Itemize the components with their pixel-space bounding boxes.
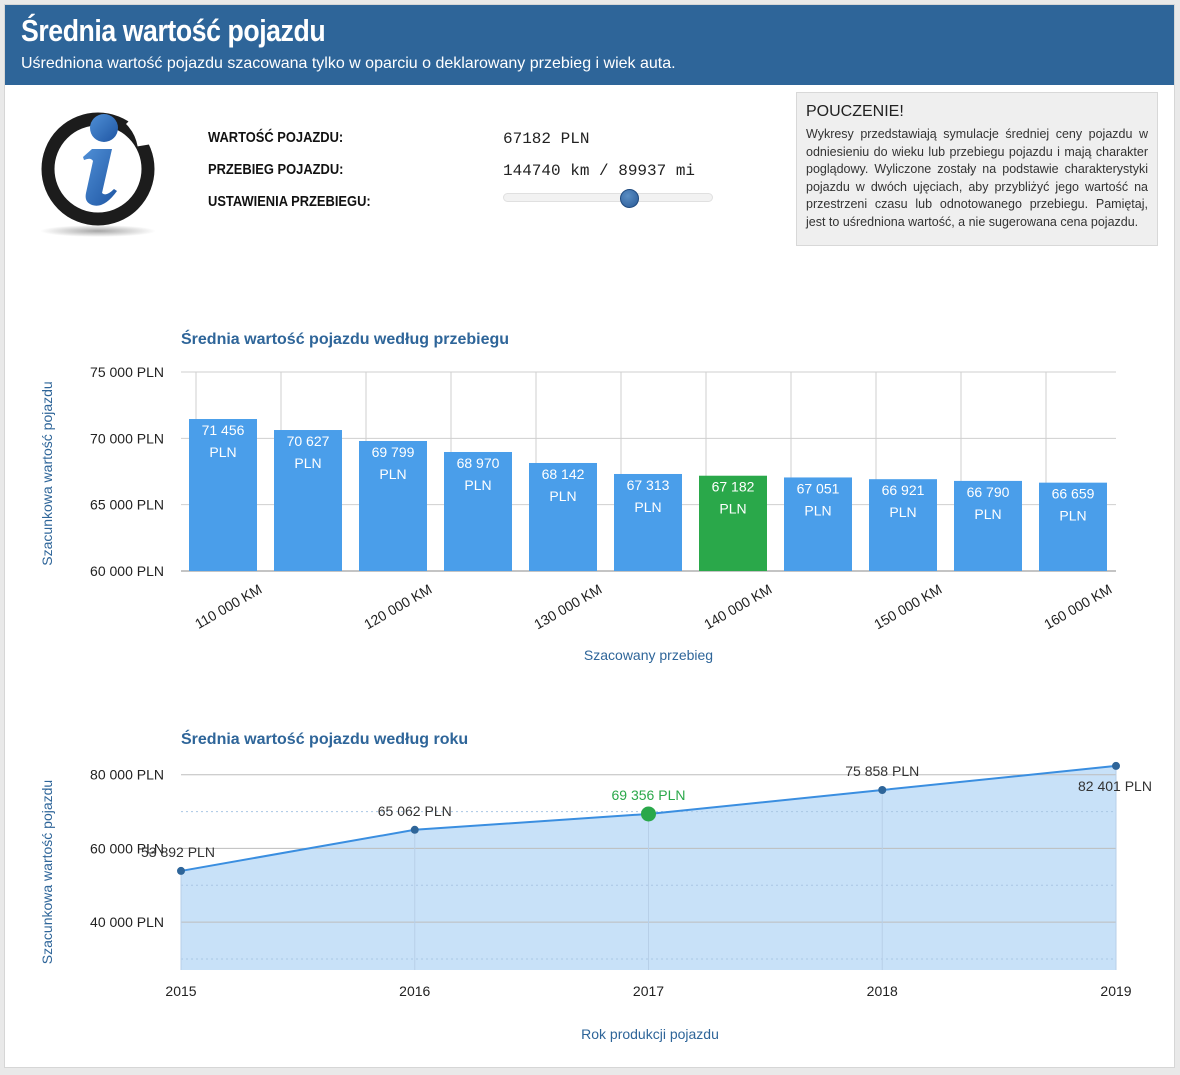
bar-xtick-label: 130 000 KM — [531, 581, 604, 633]
vehicle-mileage: 144740 km / 89937 mi — [503, 162, 696, 180]
bar-xtick-label: 110 000 KM — [192, 581, 264, 632]
vehicle-value: 67182 PLN — [503, 130, 590, 148]
info-logo-icon — [40, 111, 156, 237]
bar-unit-label: PLN — [549, 488, 576, 504]
area-ytick-label: 40 000 PLN — [90, 914, 164, 930]
vehicle-mileage-label: PRZEBIEG POJAZDU: — [208, 161, 344, 178]
bar-value-label: 67 182 — [712, 479, 755, 495]
area-ytick-label: 80 000 PLN — [90, 767, 164, 783]
bar-value-label: 70 627 — [287, 433, 330, 449]
bar-unit-label: PLN — [804, 502, 831, 518]
bar-value-label: 68 970 — [457, 455, 500, 471]
bar-xtick-label: 140 000 KM — [701, 581, 774, 633]
notice-box: POUCZENIE! Wykresy przedstawiają symulac… — [796, 92, 1158, 246]
area-ytick-label: 60 000 PLN — [90, 840, 164, 856]
page-subtitle: Uśredniona wartość pojazdu szacowana tyl… — [21, 55, 676, 72]
bar-8 — [869, 479, 937, 571]
bar-value-label: 66 659 — [1052, 486, 1095, 502]
bar-ytick-label: 75 000 PLN — [90, 364, 164, 380]
area-point-label: 53 892 PLN — [141, 844, 215, 860]
bar-ytick-label: 70 000 PLN — [90, 430, 164, 446]
bar-xtick-label: 120 000 KM — [361, 581, 434, 633]
vehicle-value-label: WARTOŚĆ POJAZDU: — [208, 129, 344, 146]
bar-xtick-label: 150 000 KM — [871, 581, 944, 633]
area-xtick-label: 2016 — [399, 983, 430, 999]
mileage-slider-track[interactable] — [503, 193, 713, 202]
area-point-label: 69 356 PLN — [612, 787, 686, 803]
bar-value-label: 69 799 — [372, 444, 415, 460]
bar-value-label: 66 790 — [967, 484, 1010, 500]
bar-xtick-label: 160 000 KM — [1041, 581, 1114, 633]
area-yaxis-label: Szacunkowa wartość pojazdu — [39, 780, 55, 964]
page-header: Średnia wartość pojazdu Uśredniona warto… — [5, 5, 1174, 85]
bar-5 — [614, 473, 682, 571]
bar-6 — [699, 475, 767, 571]
mileage-settings-label: USTAWIENIA PRZEBIEGU: — [208, 193, 371, 210]
bar-4 — [529, 462, 597, 571]
area-point-3 — [878, 785, 887, 794]
bar-2 — [359, 440, 427, 571]
area-point-label: 65 062 PLN — [378, 803, 452, 819]
bar-value-label: 66 921 — [882, 482, 925, 498]
area-xaxis-label: Rok produkcji pojazdu — [581, 1026, 719, 1042]
bar-unit-label: PLN — [719, 501, 746, 517]
bar-unit-label: PLN — [379, 466, 406, 482]
bar-9 — [954, 480, 1022, 571]
bar-ytick-label: 65 000 PLN — [90, 497, 164, 513]
bar-10 — [1039, 482, 1107, 571]
area-chart-title: Średnia wartość pojazdu według roku — [181, 729, 468, 748]
bar-chart-title: Średnia wartość pojazdu według przebiegu — [181, 329, 509, 348]
bar-ytick-label: 60 000 PLN — [90, 563, 164, 579]
notice-text: Wykresy przedstawiają symulacje średniej… — [806, 127, 1148, 229]
area-xtick-label: 2015 — [165, 983, 196, 999]
bar-unit-label: PLN — [1059, 508, 1086, 524]
bar-unit-label: PLN — [464, 477, 491, 493]
bar-value-label: 67 051 — [797, 480, 840, 496]
bar-3 — [444, 451, 512, 571]
area-xtick-label: 2018 — [867, 983, 898, 999]
area-point-0 — [177, 866, 185, 875]
bar-value-label: 68 142 — [542, 466, 585, 482]
mileage-slider-thumb[interactable] — [619, 189, 639, 208]
bar-unit-label: PLN — [974, 506, 1001, 522]
bar-unit-label: PLN — [889, 504, 916, 520]
bar-value-label: 67 313 — [627, 477, 670, 493]
area-xtick-label: 2017 — [633, 983, 664, 999]
area-point-label: 75 858 PLN — [845, 763, 919, 779]
bar-1 — [274, 430, 342, 571]
bar-unit-label: PLN — [294, 455, 321, 471]
area-point-2 — [641, 806, 656, 822]
bar-unit-label: PLN — [634, 499, 661, 515]
bar-yaxis-label: Szacunkowa wartość pojazdu — [39, 381, 55, 565]
bar-xaxis-label: Szacowany przebieg — [584, 647, 713, 663]
page-title: Średnia wartość pojazdu — [21, 13, 326, 48]
area-point-1 — [410, 825, 419, 834]
bar-7 — [784, 477, 852, 571]
area-xtick-label: 2019 — [1100, 983, 1131, 999]
area-point-label: 82 401 PLN — [1078, 778, 1152, 794]
area-point-4 — [1112, 761, 1120, 770]
notice-title: POUCZENIE! — [806, 103, 904, 120]
bar-value-label: 71 456 — [202, 422, 245, 438]
bar-unit-label: PLN — [209, 444, 236, 460]
bar-0 — [189, 419, 257, 571]
